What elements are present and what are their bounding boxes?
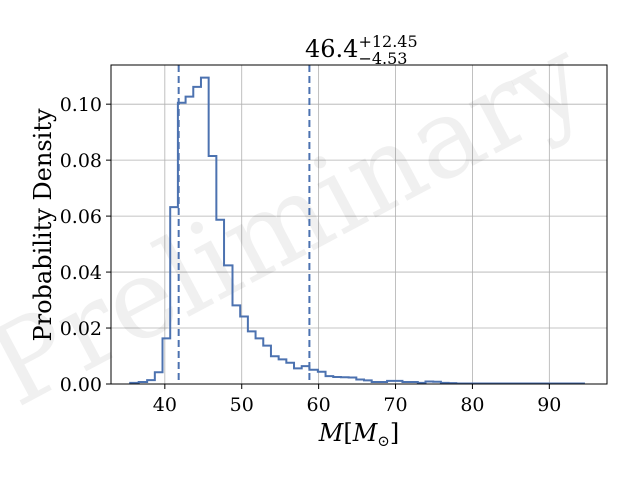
y-tick-label: 0.04 — [60, 262, 102, 284]
histogram-series — [129, 76, 585, 385]
x-axis-label-close-bracket: ] — [390, 419, 399, 447]
x-tick-label: 40 — [153, 394, 177, 416]
y-tick-label: 0.00 — [60, 374, 102, 396]
x-axis-ticks: 40 50 60 70 80 90 — [153, 384, 561, 416]
title-lower-error: −4.53 — [358, 49, 407, 68]
histogram-line — [129, 76, 585, 385]
x-axis-label: M[M⊙] — [318, 419, 399, 450]
x-tick-label: 80 — [460, 394, 484, 416]
x-axis-label-unit: M — [352, 419, 379, 447]
x-axis-label-symbol: M — [318, 419, 345, 447]
x-axis-label-subscript: ⊙ — [377, 432, 390, 450]
x-tick-label: 50 — [230, 394, 254, 416]
y-axis-label: Probability Density — [29, 108, 57, 342]
y-tick-label: 0.10 — [60, 94, 102, 116]
x-tick-label: 90 — [537, 394, 561, 416]
title-upper-error: +12.45 — [358, 32, 417, 51]
y-tick-label: 0.02 — [60, 318, 102, 340]
x-axis-label-open-bracket: [ — [343, 419, 352, 447]
chart-title: 46.4+12.45 −4.53 — [305, 32, 418, 68]
y-tick-label: 0.06 — [60, 206, 102, 228]
title-median: 46.4 — [305, 35, 358, 63]
y-tick-label: 0.08 — [60, 150, 102, 172]
x-tick-label: 70 — [383, 394, 407, 416]
y-axis-ticks: 0.00 0.02 0.04 0.06 0.08 0.10 — [60, 94, 111, 396]
x-tick-label: 60 — [307, 394, 331, 416]
plot-frame — [110, 64, 608, 385]
credible-interval-lines — [177, 65, 311, 384]
